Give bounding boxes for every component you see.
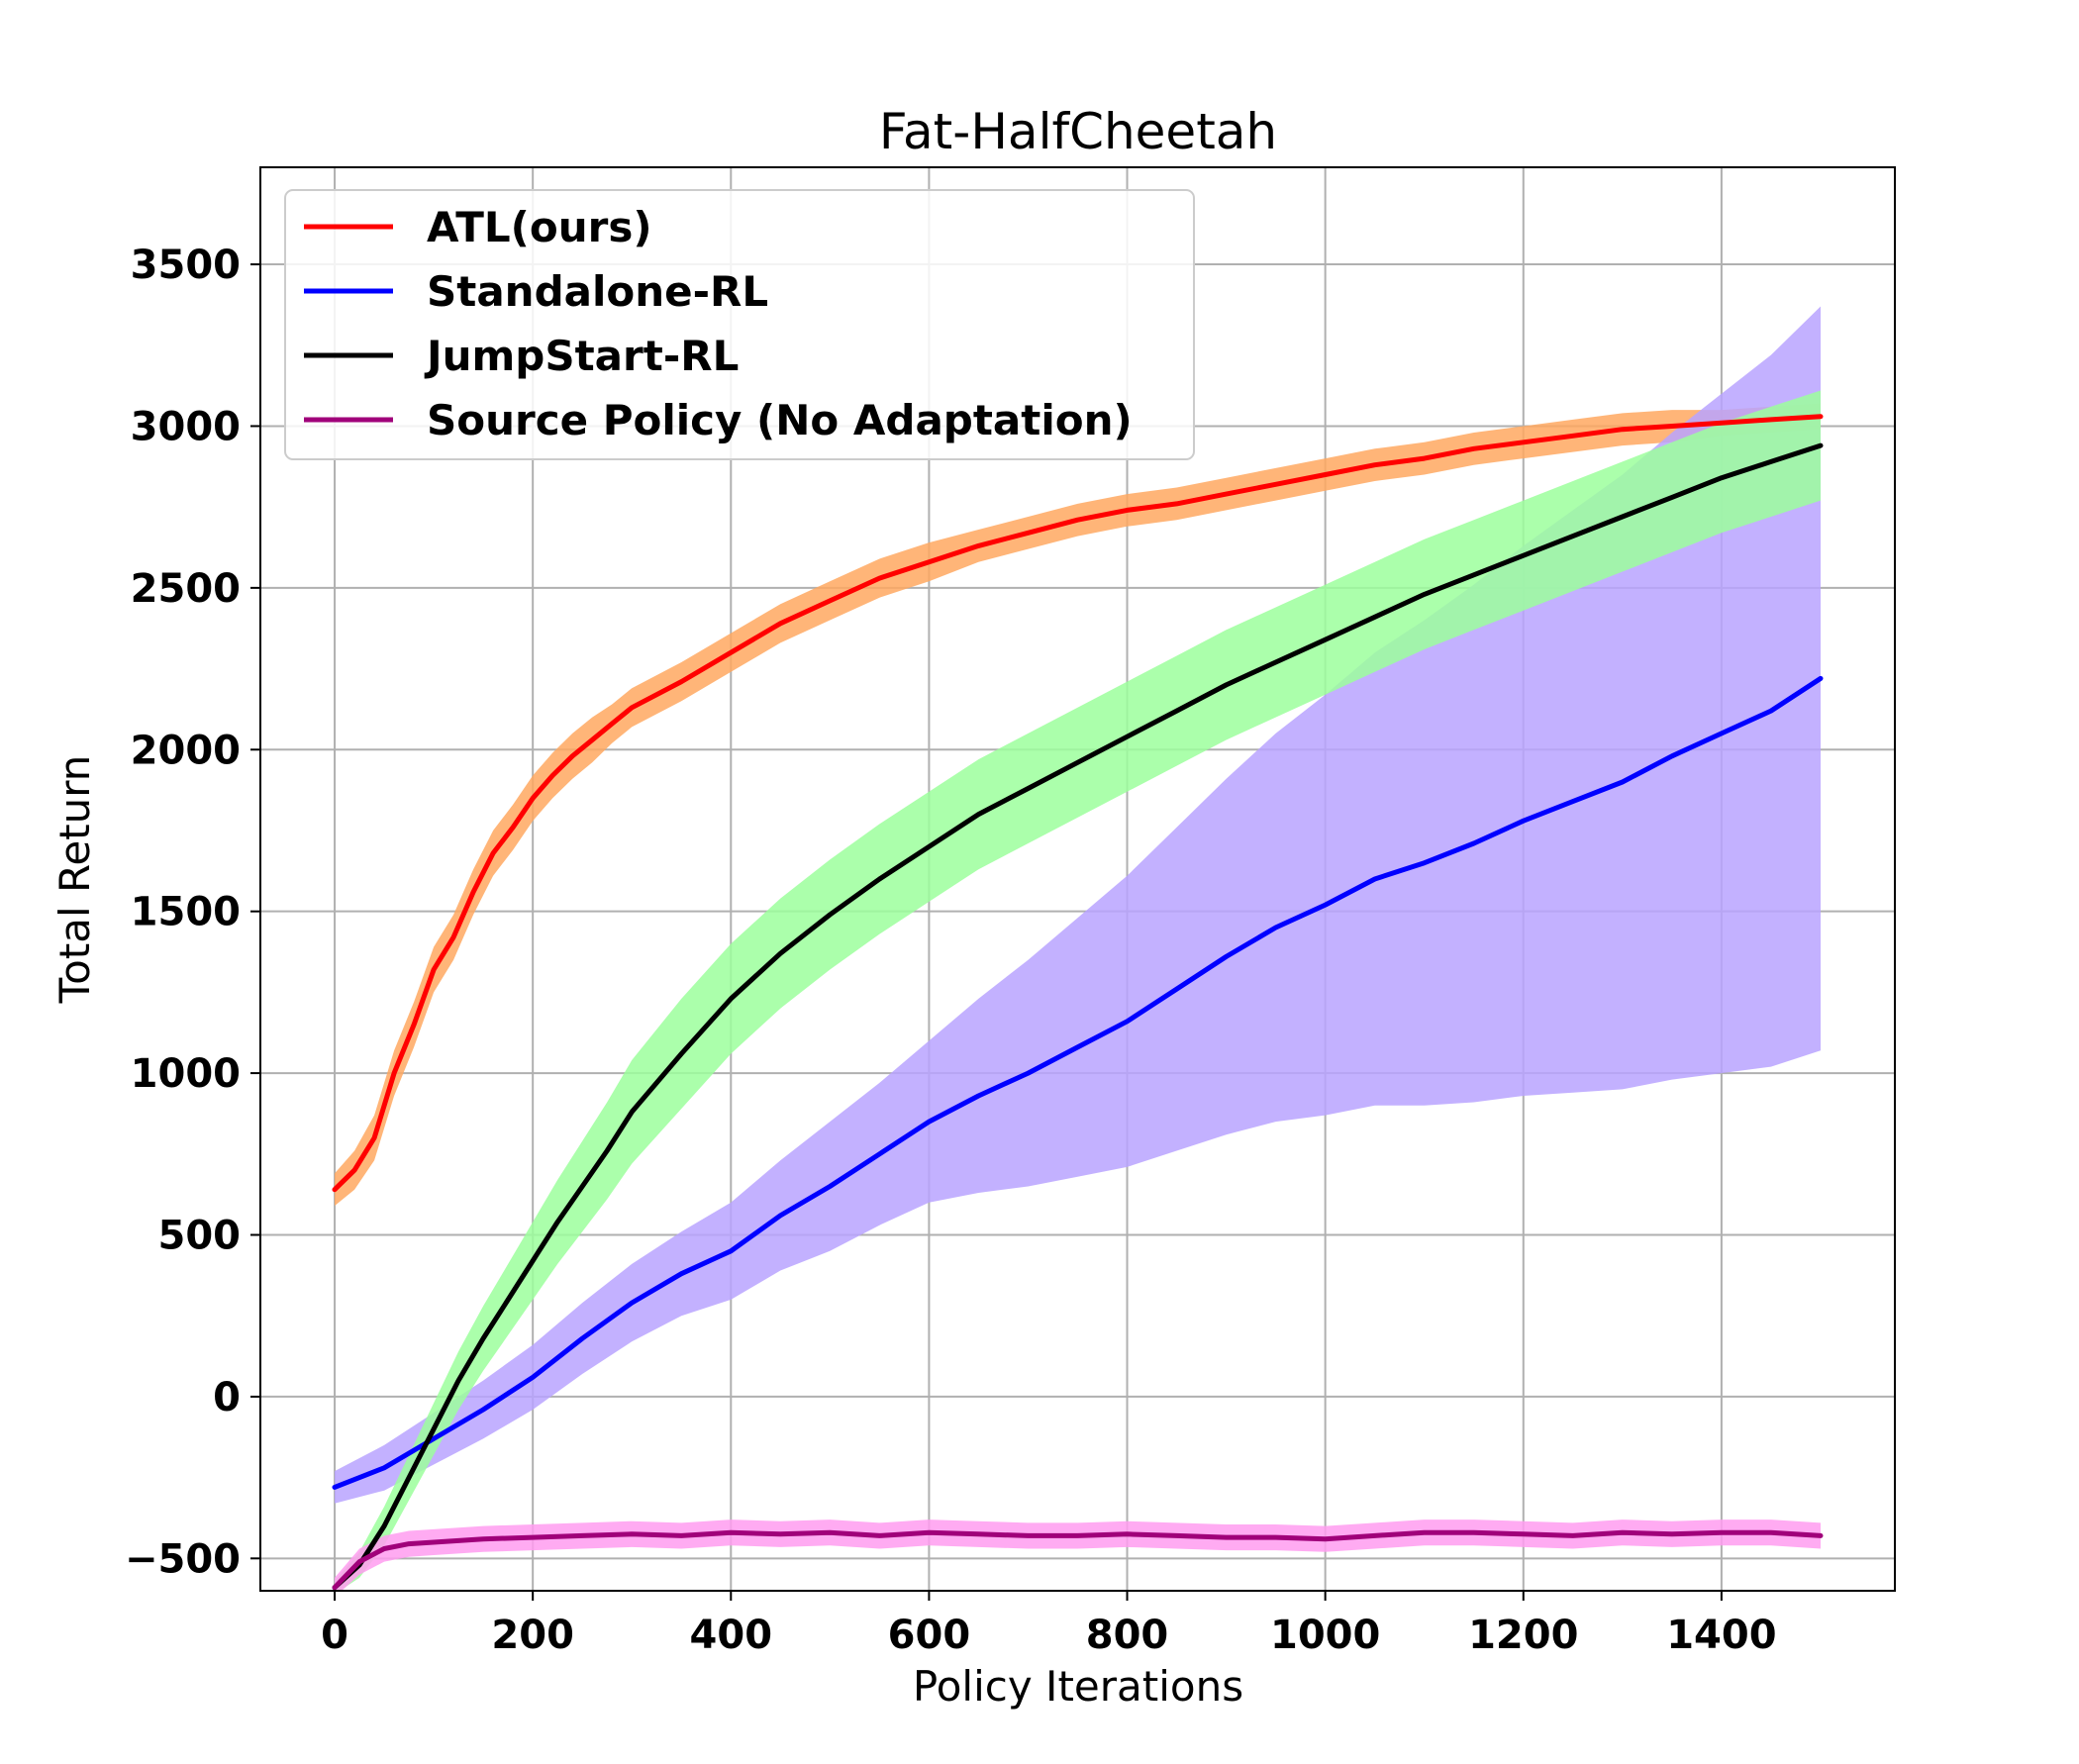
y-tick-label: 3000: [131, 404, 241, 449]
x-axis-label: Policy Iterations: [913, 1662, 1243, 1711]
y-tick-label: 2000: [131, 728, 241, 773]
y-tick-label: 0: [213, 1375, 241, 1421]
x-tick-label: 1000: [1270, 1613, 1380, 1658]
y-axis-label: Total Return: [50, 755, 99, 1005]
legend-label-1: Standalone-RL: [427, 267, 768, 316]
legend: ATL(ours) Standalone-RL JumpStart-RL Source…: [284, 189, 1195, 460]
x-tick-label: 400: [690, 1613, 773, 1658]
series-line-2: [332, 442, 1824, 1591]
y-tick-label: 1000: [131, 1051, 241, 1097]
y-tick-label: 500: [158, 1214, 242, 1259]
y-tick-label: 1500: [131, 890, 241, 935]
legend-label-0: ATL(ours): [427, 203, 652, 251]
x-tick-label: 800: [1086, 1613, 1169, 1658]
legend-label-3: Source Policy (No Adaptation): [427, 396, 1133, 444]
series-line-1: [332, 675, 1824, 1490]
axis-ticks: 0 200 400 600 800 1000 1200 1400 −500 0 500 1000 150…: [125, 243, 1777, 1658]
series-lines: [332, 414, 1824, 1591]
y-tick-label: 2500: [131, 566, 241, 612]
chart-title: Fat-HalfCheetah: [879, 103, 1277, 160]
legend-box: [284, 189, 1195, 460]
x-tick-label: 1200: [1468, 1613, 1578, 1658]
series-line-0: [332, 414, 1824, 1193]
x-tick-label: 1400: [1666, 1613, 1776, 1658]
series-band-2: [335, 390, 1821, 1591]
series-band-3: [335, 1519, 1821, 1591]
x-tick-label: 200: [491, 1613, 574, 1658]
plot-frame: [259, 166, 1896, 1592]
y-tick-label: 3500: [131, 243, 241, 288]
x-tick-label: 0: [321, 1613, 348, 1658]
y-tick-label: −500: [125, 1536, 241, 1582]
x-tick-label: 600: [888, 1613, 971, 1658]
legend-label-2: JumpStart-RL: [424, 332, 739, 380]
confidence-bands: [335, 306, 1821, 1591]
series-line-3: [332, 1529, 1824, 1591]
